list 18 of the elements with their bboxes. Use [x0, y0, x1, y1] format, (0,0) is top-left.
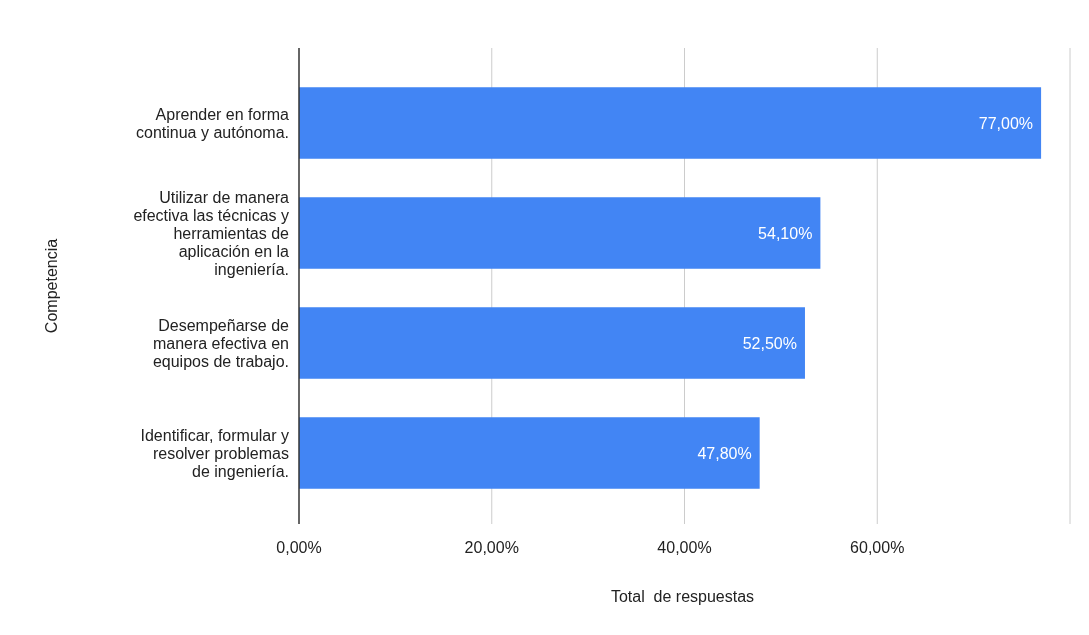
x-tick-label: 0,00%	[276, 539, 322, 556]
data-label: 54,10%	[758, 224, 813, 242]
bar	[299, 417, 760, 489]
y-tick-label: Aprender en forma continua y autónoma.	[136, 105, 290, 141]
bar	[299, 307, 805, 379]
x-tick-label: 20,00%	[464, 539, 519, 556]
data-label: 77,00%	[978, 114, 1034, 132]
bar	[299, 197, 821, 269]
y-axis-title: Competencia	[43, 238, 60, 334]
y-tick-label: Identificar, formular y resolver problemas de ingeniería.	[140, 426, 289, 480]
data-label: 52,50%	[742, 334, 797, 352]
x-tick-label: 40,00%	[657, 539, 712, 556]
x-tick-label: 60,00%	[850, 539, 905, 556]
data-label: 47,80%	[697, 444, 752, 462]
y-tick-label: Utilizar de manera efectiva las técnicas y herramientas de aplicación en la ingeniería.	[133, 188, 290, 278]
x-axis-title: Total de respuestas	[610, 588, 755, 605]
bar	[299, 87, 1042, 159]
y-tick-label: Desempeñarse de manera efectiva en equipos de trabajo.	[152, 316, 290, 370]
